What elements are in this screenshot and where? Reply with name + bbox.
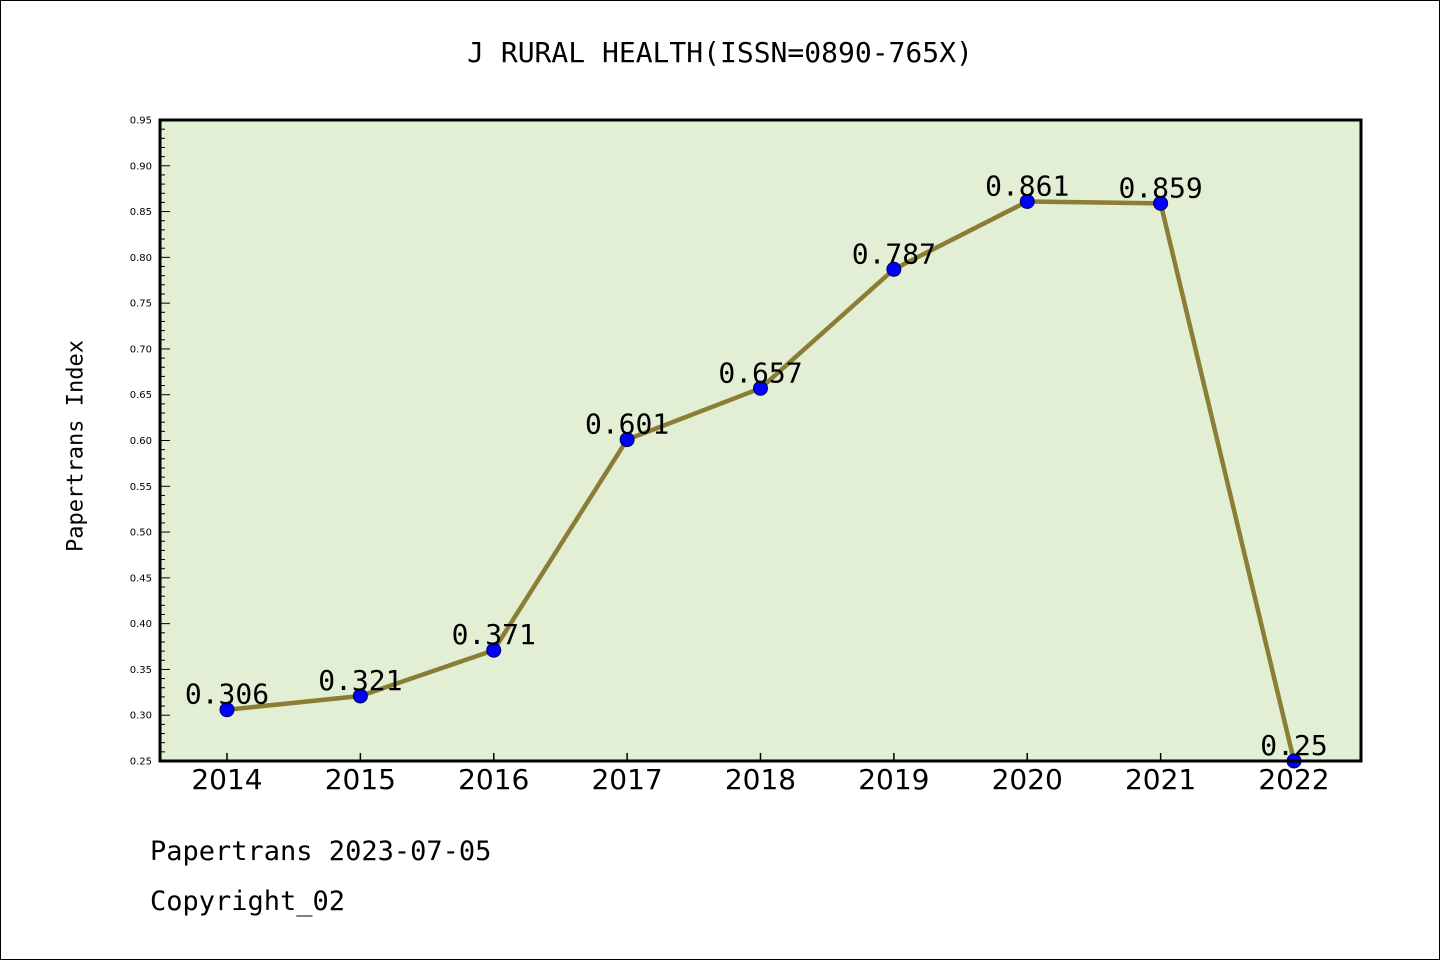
x-tick-label: 2015 <box>325 763 396 796</box>
footer-date: Papertrans 2023-07-05 <box>150 836 492 867</box>
data-label: 0.787 <box>852 237 936 270</box>
data-label: 0.657 <box>718 356 802 389</box>
data-label: 0.321 <box>318 664 402 697</box>
data-point <box>219 702 235 718</box>
data-label: 0.306 <box>185 678 269 711</box>
data-label: 0.601 <box>585 408 669 441</box>
y-tick-label: 0.30 <box>130 711 152 722</box>
plot-border <box>158 118 1363 763</box>
footer-copyright: Copyright_02 <box>150 886 346 917</box>
data-label: 0.859 <box>1118 171 1202 204</box>
data-label: 0.25 <box>1260 729 1327 762</box>
y-tick-label: 0.35 <box>130 665 152 676</box>
y-tick-label: 0.65 <box>130 390 152 401</box>
plot-area <box>160 120 1361 761</box>
y-tick-label: 0.60 <box>130 436 152 447</box>
y-tick-label: 0.75 <box>130 299 152 310</box>
data-point <box>1153 195 1169 211</box>
y-tick-label: 0.25 <box>130 757 152 768</box>
y-tick-label: 0.90 <box>130 161 152 172</box>
x-tick-label: 2017 <box>591 763 662 796</box>
y-tick-label: 0.55 <box>130 482 152 493</box>
data-point <box>753 380 768 396</box>
y-tick-label: 0.50 <box>130 528 152 539</box>
data-point <box>619 432 635 448</box>
y-tick-label: 0.40 <box>130 619 152 630</box>
y-tick-label: 0.85 <box>130 207 152 218</box>
y-tick-label: 0.70 <box>130 344 152 355</box>
x-tick-label: 2014 <box>191 763 262 796</box>
data-point <box>486 642 502 658</box>
data-point <box>1019 193 1035 209</box>
y-tick-label: 0.95 <box>130 116 152 127</box>
chart-title: J RURAL HEALTH(ISSN=0890-765X) <box>467 36 973 69</box>
x-tick-label: 2018 <box>725 763 796 796</box>
x-tick-label: 2021 <box>1125 763 1196 796</box>
x-tick-label: 2019 <box>858 763 929 796</box>
x-tick-label: 2016 <box>458 763 529 796</box>
y-tick-label: 0.45 <box>130 573 152 584</box>
x-tick-label: 2020 <box>992 763 1063 796</box>
data-point <box>352 688 368 704</box>
data-label: 0.861 <box>985 169 1069 202</box>
data-label: 0.371 <box>452 618 536 651</box>
data-point <box>886 261 902 277</box>
y-tick-label: 0.80 <box>130 253 152 264</box>
